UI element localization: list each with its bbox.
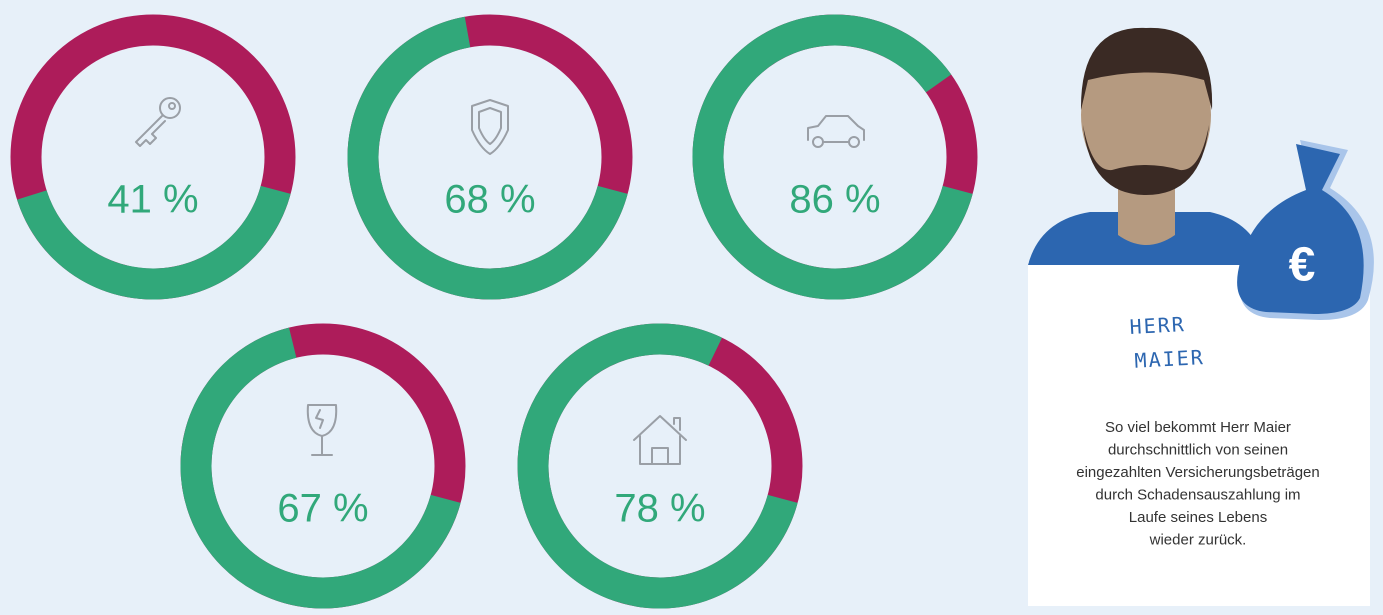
- percent-label: 86 %: [789, 178, 880, 222]
- glass-icon: [308, 405, 336, 455]
- card-title: MAIER: [1134, 345, 1205, 373]
- house-icon: [634, 416, 686, 464]
- card-text: durchschnittlich von seinen: [1108, 442, 1288, 459]
- money-bag: €: [1237, 140, 1374, 320]
- donut-arc: [708, 30, 958, 284]
- card-text: wieder zurück.: [1149, 532, 1247, 549]
- infographic: € 41 % 68 % 86 % 67 % 78 % HERR MAIER So viel b…: [0, 0, 1383, 615]
- currency-symbol: €: [1289, 239, 1316, 292]
- card-text: Laufe seines Lebens: [1129, 509, 1267, 526]
- percent-label: 67 %: [277, 487, 368, 531]
- percent-label: 68 %: [444, 178, 535, 222]
- card-text: durch Schadensauszahlung im: [1095, 487, 1300, 504]
- card-title: HERR: [1129, 312, 1186, 339]
- key-icon: [136, 98, 180, 146]
- card-text: So viel bekommt Herr Maier: [1105, 419, 1291, 436]
- card-text: eingezahlten Versicherungsbeträgen: [1076, 464, 1320, 481]
- percent-label: 78 %: [614, 487, 705, 531]
- person-illustration: [1028, 28, 1265, 265]
- shield-icon: [472, 100, 508, 154]
- car-icon: [808, 116, 864, 147]
- percent-label: 41 %: [107, 178, 198, 222]
